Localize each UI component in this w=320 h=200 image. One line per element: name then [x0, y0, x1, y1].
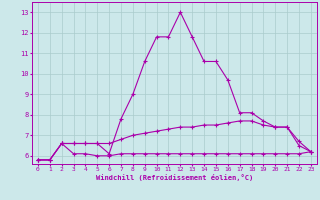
- X-axis label: Windchill (Refroidissement éolien,°C): Windchill (Refroidissement éolien,°C): [96, 174, 253, 181]
